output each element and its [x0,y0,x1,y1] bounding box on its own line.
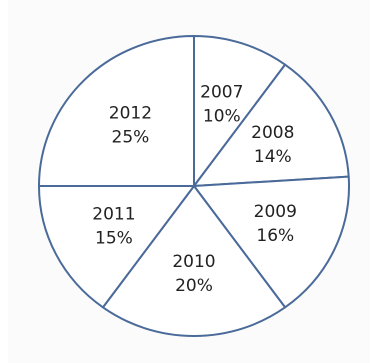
pie-slice-2011 [38,185,195,309]
pie-slice-2010 [101,185,287,337]
slice-label-2007: 2007 [200,82,243,102]
slice-label-2011: 2011 [92,205,135,225]
slice-value-2011: 15% [95,229,133,249]
pie-slices [38,35,350,337]
slice-label-2008: 2008 [251,123,294,143]
slice-label-2009: 2009 [254,202,297,222]
slice-value-2007: 10% [203,106,241,126]
pie-slice-2012 [38,35,195,187]
slice-label-2012: 2012 [109,104,152,124]
pie-slice-2007 [193,35,287,187]
slice-label-2010: 2010 [172,252,215,272]
slice-value-2009: 16% [256,226,294,246]
pie-slice-2008 [193,63,350,187]
pie-slice-2009 [193,175,350,309]
pie-labels: 2007 10% 2008 14% 2009 16% 2010 20% 2011 15% 2012 2… [92,82,297,296]
slice-value-2010: 20% [175,276,213,296]
slice-value-2012: 25% [112,128,150,148]
slice-value-2008: 14% [254,147,292,167]
